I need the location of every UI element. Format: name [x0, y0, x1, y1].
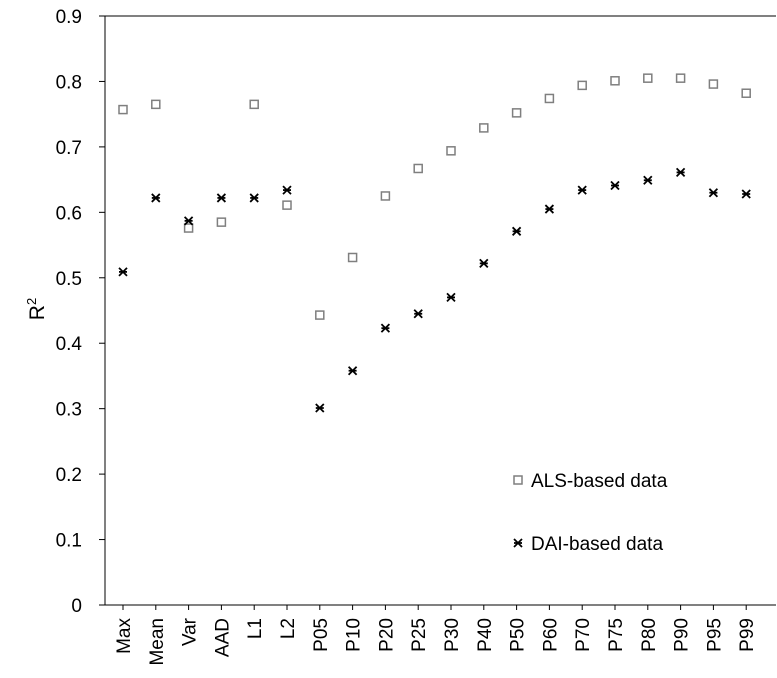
x-tick-label: AAD — [212, 618, 233, 657]
data-point-dai — [151, 193, 161, 203]
x-tick-label: P90 — [672, 618, 693, 652]
data-point-als — [118, 104, 128, 115]
x-tick-label: P50 — [508, 618, 529, 652]
legend-item-als: ALS-based data — [513, 471, 668, 492]
x-tick-label: P10 — [344, 618, 365, 652]
data-point-dai — [315, 403, 325, 413]
data-point-dai — [643, 175, 653, 185]
x-tick-label: Max — [114, 618, 135, 654]
y-tick-label: 0.8 — [56, 72, 82, 93]
x-tick-label: L1 — [245, 618, 266, 639]
data-point-als — [183, 223, 194, 233]
data-point-als — [741, 88, 751, 98]
data-point-als — [151, 99, 161, 110]
legend-item-dai: DAI-based data — [513, 534, 663, 555]
y-tick-label: 0.6 — [56, 203, 82, 224]
data-point-als — [708, 79, 719, 89]
y-tick-label: 0.9 — [56, 7, 82, 28]
data-point-als — [446, 146, 456, 156]
data-point-als — [544, 93, 555, 104]
data-point-dai — [610, 180, 620, 191]
data-point-dai — [675, 167, 686, 178]
data-point-dai — [479, 258, 489, 269]
data-point-als — [643, 73, 653, 83]
x-tick-label: P05 — [311, 618, 332, 652]
x-tick-label: P75 — [606, 618, 627, 652]
x-axis-ticks: Max Mean Var AAD L1 L2 P05 P10 P20 P25 P30 P40 P50 P6… — [114, 605, 758, 666]
y-tick-label: 0.1 — [56, 531, 82, 552]
data-point-als — [577, 80, 587, 91]
data-point-als — [675, 73, 686, 83]
legend-marker-asterisk — [513, 538, 523, 548]
data-markers — [118, 73, 751, 413]
x-tick-label: P95 — [704, 618, 725, 652]
data-point-dai — [347, 366, 358, 376]
x-tick-label: P20 — [376, 618, 397, 652]
data-point-dai — [380, 323, 391, 333]
x-tick-label: P25 — [409, 618, 430, 652]
data-point-als — [216, 217, 227, 227]
y-tick-label: 0.4 — [56, 334, 83, 355]
data-point-als — [479, 123, 489, 133]
data-point-dai — [183, 216, 194, 226]
x-tick-label: P70 — [573, 618, 594, 652]
data-point-dai — [577, 185, 587, 195]
legend-asterisk-shape — [513, 538, 523, 548]
data-point-dai — [413, 309, 423, 319]
data-point-als — [413, 163, 423, 174]
data-point-dai — [708, 188, 719, 198]
data-point-als — [610, 76, 620, 86]
data-point-als — [347, 252, 358, 263]
x-tick-label: P30 — [442, 618, 463, 652]
data-point-als — [315, 310, 325, 320]
y-axis-ticks: 0 0.1 0.2 0.3 0.4 0.5 0.6 0.7 0.8 0.9 — [56, 7, 105, 617]
legend: ALS-based data DAI-based data — [513, 471, 668, 555]
x-tick-label: L2 — [278, 618, 299, 639]
data-point-dai — [446, 292, 456, 303]
data-point-dai — [741, 189, 751, 199]
y-tick-label: 0.5 — [56, 269, 82, 290]
legend-label-als: ALS-based data — [531, 471, 668, 492]
y-axis-title: R2 — [24, 298, 49, 320]
x-tick-label: P99 — [737, 618, 758, 652]
legend-label-dai: DAI-based data — [531, 534, 663, 555]
data-point-als — [249, 99, 259, 110]
data-point-als — [380, 191, 391, 201]
data-point-als — [282, 200, 292, 210]
y-tick-label: 0 — [71, 596, 82, 617]
x-tick-label: P80 — [639, 618, 660, 652]
x-tick-label: P40 — [475, 618, 496, 652]
y-tick-label: 0.2 — [56, 465, 82, 486]
data-point-dai — [511, 226, 522, 236]
y-tick-label: 0.3 — [56, 400, 82, 421]
x-tick-label: Var — [180, 617, 201, 646]
data-point-dai — [249, 193, 259, 203]
data-point-dai — [216, 193, 227, 203]
y-tick-label: 0.7 — [56, 138, 82, 159]
x-tick-label: Mean — [147, 618, 168, 666]
legend-marker-square — [513, 475, 523, 485]
data-point-dai — [118, 267, 128, 277]
data-point-als — [511, 108, 522, 118]
axes — [104, 15, 776, 606]
data-point-dai — [544, 204, 555, 214]
data-point-dai — [282, 185, 292, 195]
x-tick-label: P60 — [540, 618, 561, 652]
